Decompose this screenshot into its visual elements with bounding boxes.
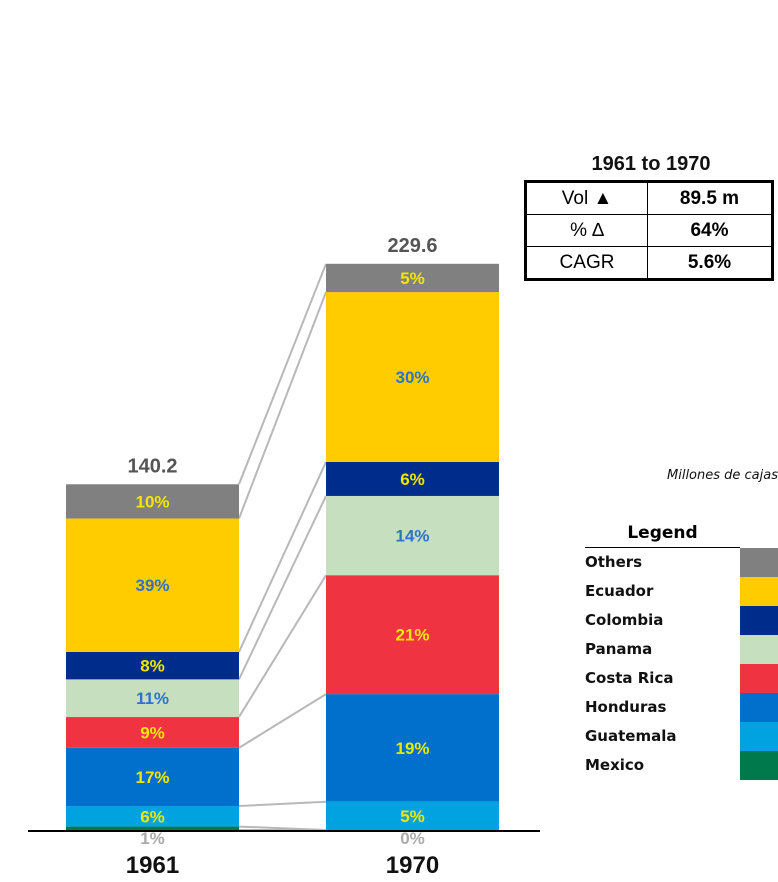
- segment-label: 6%: [140, 807, 165, 826]
- legend-swatch: [740, 751, 778, 780]
- bar-segment-guatemala-1961: [66, 806, 239, 827]
- segment-label: 30%: [395, 368, 429, 387]
- segment-label: 39%: [135, 576, 169, 595]
- legend-item-ecuador: Ecuador: [585, 577, 778, 606]
- segment-labels: 1% 6% 17% 9% 11% 8% 39% 10% 0% 5% 19% 21% 14% 6% 30% 5%: [135, 269, 429, 848]
- connector-line: [238, 800, 327, 808]
- segment-label: 1%: [140, 829, 165, 848]
- connector-line: [238, 574, 327, 718]
- legend-item-label: Ecuador: [585, 582, 654, 600]
- summary-key: Vol ▲: [525, 181, 648, 215]
- legend-swatch: [740, 606, 778, 635]
- legend-rows: Others Ecuador Colombia Panama Costa Rica Hon…: [585, 548, 778, 780]
- legend-swatch: [740, 664, 778, 693]
- bar-segment-colombia-1961: [66, 651, 239, 680]
- bar-segment-panama-1961: [66, 679, 239, 718]
- summary-panel: 1961 to 1970 Vol ▲ 89.5 m % ∆ 64% CAGR 5…: [524, 148, 778, 281]
- connector-line: [238, 263, 327, 485]
- summary-table: Vol ▲ 89.5 m % ∆ 64% CAGR 5.6%: [524, 180, 774, 281]
- legend-item-panama: Panama: [585, 635, 778, 664]
- segment-label: 5%: [400, 807, 425, 826]
- legend-item-label: Others: [585, 553, 643, 571]
- legend-swatch: [740, 693, 778, 722]
- segment-label: 21%: [395, 626, 429, 645]
- connector-lines: [238, 263, 327, 831]
- bar-segment-others-1961: [66, 484, 239, 519]
- bar-segment-honduras-1970: [326, 694, 499, 802]
- connector-line: [238, 461, 327, 653]
- summary-value: 5.6%: [647, 246, 773, 280]
- bar-segment-honduras-1961: [66, 747, 239, 807]
- bar-segments: [66, 263, 499, 830]
- segment-label: 8%: [140, 657, 165, 676]
- legend-swatch: [740, 548, 778, 577]
- legend-item-guatemala: Guatemala: [585, 722, 778, 751]
- legend-item-others: Others: [585, 548, 778, 577]
- legend-item-label: Guatemala: [585, 727, 677, 745]
- segment-label: 9%: [140, 723, 165, 742]
- legend-item-colombia: Colombia: [585, 606, 778, 635]
- summary-row: CAGR 5.6%: [525, 246, 773, 280]
- segment-label: 11%: [136, 689, 169, 708]
- legend-title: Legend: [585, 519, 740, 548]
- bar-segment-ecuador-1970: [326, 292, 499, 462]
- bar-segment-costa-rica-1970: [326, 575, 499, 695]
- segment-label: 0%: [400, 829, 425, 848]
- legend-item-honduras: Honduras: [585, 693, 778, 722]
- segment-label: 14%: [395, 527, 429, 546]
- summary-key: % ∆: [525, 214, 648, 247]
- segment-label: 10%: [135, 492, 169, 511]
- segment-label: 5%: [400, 269, 425, 288]
- connector-line: [238, 693, 327, 749]
- segment-label: 19%: [395, 739, 429, 758]
- bar-segment-ecuador-1961: [66, 518, 239, 652]
- summary-value: 89.5 m: [647, 181, 773, 215]
- bar-total-label: 229.6: [387, 235, 437, 257]
- legend-item-label: Colombia: [585, 611, 664, 629]
- summary-title: 1961 to 1970: [591, 153, 711, 175]
- summary-key: CAGR: [525, 246, 648, 280]
- units-note: Millones de cajas: [667, 468, 778, 483]
- bar-total-label: 140.2: [127, 455, 177, 477]
- bar-segment-costa-rica-1961: [66, 717, 239, 748]
- legend: Legend Others Ecuador Colombia Panama Costa …: [585, 519, 778, 780]
- summary-row: Vol ▲ 89.5 m: [525, 181, 773, 215]
- legend-item-label: Honduras: [585, 698, 667, 716]
- connector-line: [238, 495, 327, 680]
- bar-segment-colombia-1970: [326, 461, 499, 496]
- segment-label: 17%: [135, 768, 169, 787]
- legend-item-costa-rica: Costa Rica: [585, 664, 778, 693]
- legend-swatch: [740, 635, 778, 664]
- bar-segment-others-1970: [326, 263, 499, 293]
- legend-swatch: [740, 722, 778, 751]
- summary-row: % ∆ 64%: [525, 214, 773, 247]
- summary-value: 64%: [647, 214, 773, 247]
- segment-label: 6%: [400, 470, 425, 489]
- legend-swatch: [740, 577, 778, 606]
- legend-item-label: Costa Rica: [585, 669, 674, 687]
- legend-item-mexico: Mexico: [585, 751, 778, 780]
- x-axis-tick-label: 1970: [386, 852, 439, 879]
- legend-item-label: Mexico: [585, 756, 645, 774]
- bar-segment-panama-1970: [326, 495, 499, 576]
- legend-item-label: Panama: [585, 640, 653, 658]
- x-axis-tick-label: 1961: [126, 852, 179, 879]
- connector-line: [238, 291, 327, 519]
- bar-segment-mexico-1961: [66, 826, 239, 830]
- bar-segment-guatemala-1970: [326, 801, 499, 830]
